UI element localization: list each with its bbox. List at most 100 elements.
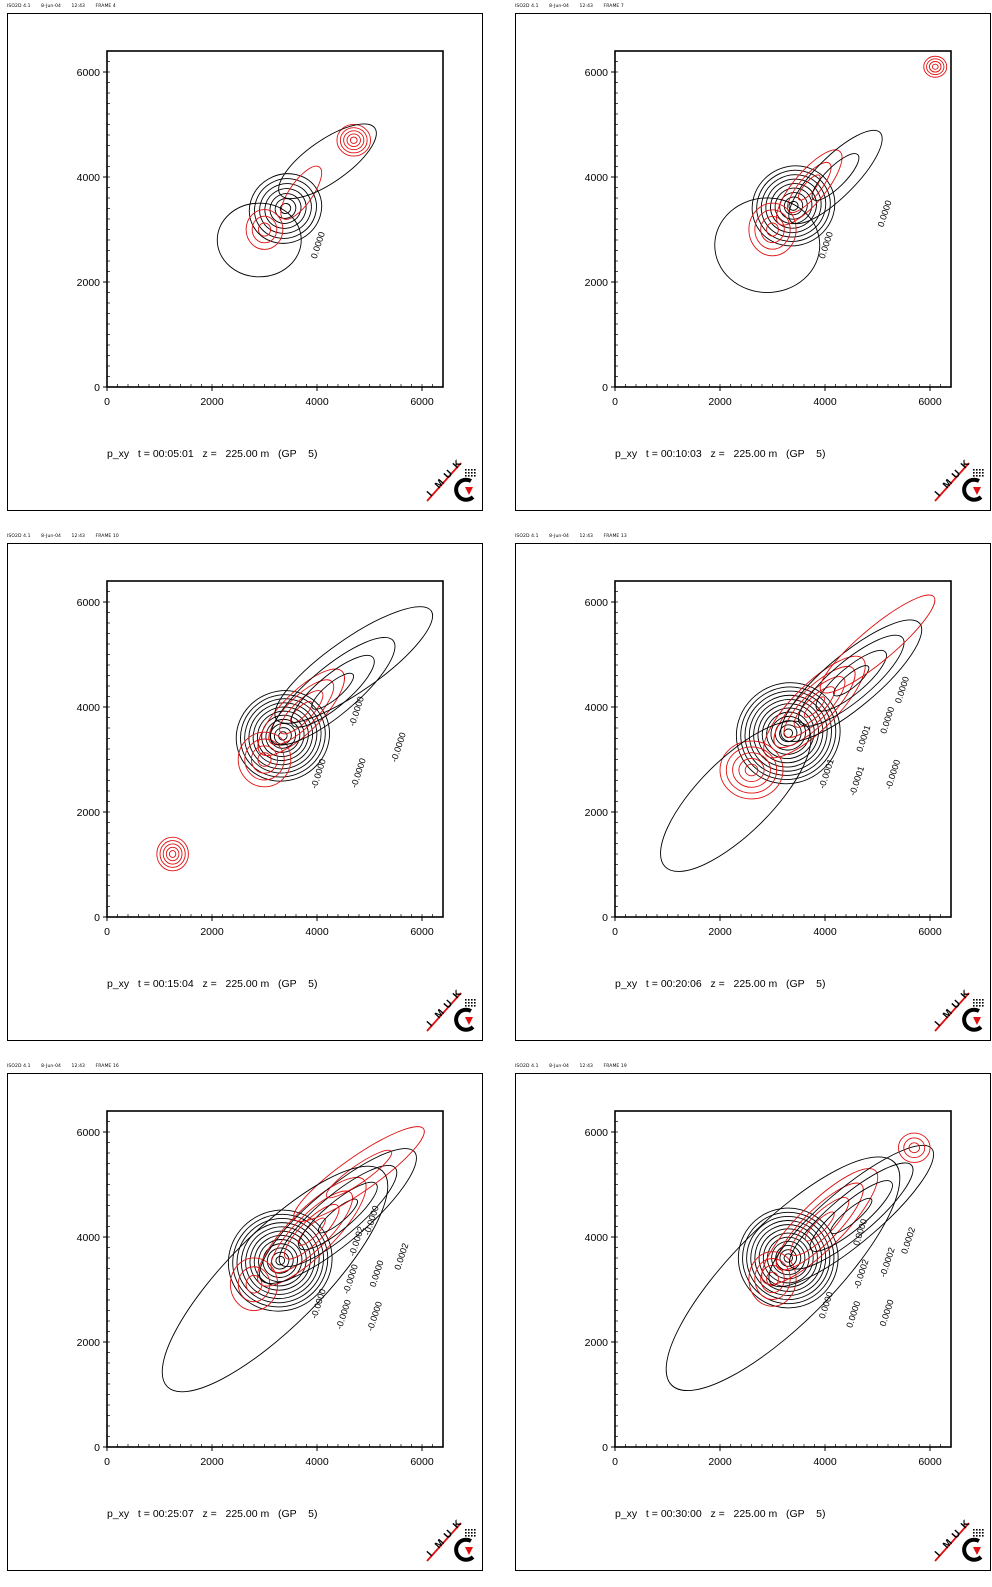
logo-letter: U (950, 468, 963, 481)
logo-dot (471, 475, 473, 477)
logo-dot (976, 469, 978, 471)
y-tick-label: 2000 (585, 277, 609, 289)
positive-contour (748, 202, 797, 257)
logo-letter: M (433, 1537, 447, 1551)
positive-contour (738, 757, 765, 783)
logo-dot (465, 1532, 467, 1534)
logo-dot (976, 1535, 978, 1537)
logo-arrow (465, 1017, 473, 1025)
negative-contour (227, 1209, 333, 1312)
logo-dot (474, 472, 476, 474)
negative-contour (809, 1180, 893, 1252)
logo-dot (468, 1535, 470, 1537)
logo-letter: U (950, 998, 963, 1011)
contour-label: -0.0000 (365, 1300, 384, 1332)
panel-frame-10: ISO2D 4.1 8-Jun-04 12:43 FRAME 10 -0.000… (7, 534, 483, 1041)
logo-letter: M (433, 477, 447, 491)
logo-dot (976, 1005, 978, 1007)
y-tick-label: 0 (602, 912, 608, 924)
logo-letter: U (442, 1528, 455, 1541)
logo-stripe (934, 992, 970, 1032)
logo-stripe (426, 992, 462, 1032)
contour-plot: 0.0000 0.0000 0.0000-0.0002 -0.00020.00020.… (585, 1110, 952, 1468)
negative-contour (298, 1181, 378, 1251)
x-tick-label: 2000 (200, 926, 224, 938)
positive-contour (159, 840, 186, 868)
positive-contour (251, 215, 278, 244)
panel-caption: p_xy t = 00:30:00 z = 225.00 m (GP 5) (615, 1508, 826, 1520)
header-time: 12:43 (71, 1064, 85, 1069)
logo-dot (474, 469, 476, 471)
zero-contour (161, 1165, 389, 1393)
y-tick-label: 0 (94, 382, 100, 394)
logo-arc (454, 1007, 475, 1032)
logo-dot (982, 475, 984, 477)
logo-letter: K (451, 988, 465, 1001)
positive-contour (168, 850, 177, 858)
logo-dot (474, 1529, 476, 1531)
positive-contour (257, 668, 345, 756)
logo-letter: I (933, 1019, 943, 1029)
logo-dot (973, 475, 975, 477)
logo-dot (468, 999, 470, 1001)
contour-label: 0.0001 (854, 724, 872, 753)
y-tick-label: 0 (602, 382, 608, 394)
logo-letter: I (933, 1549, 943, 1559)
contour-label: 0.0000 (817, 1291, 835, 1320)
positive-contour (325, 1149, 393, 1199)
positive-contour (776, 149, 843, 226)
negative-contour (245, 1226, 316, 1295)
zero-contour (216, 202, 302, 278)
negative-contour (783, 1253, 793, 1263)
logo-dot (474, 1532, 476, 1534)
contour-label: -0.0000 (389, 731, 408, 763)
positive-contour (237, 1266, 271, 1303)
positive-contour (773, 665, 856, 749)
positive-contour (819, 594, 936, 694)
panel-caption: p_xy t = 00:25:07 z = 225.00 m (GP 5) (107, 1508, 318, 1520)
logo-stripe (426, 462, 462, 502)
logo-dot (973, 469, 975, 471)
y-tick-label: 6000 (77, 597, 101, 609)
logo-arrow (973, 1547, 981, 1555)
logo-dot (973, 1005, 975, 1007)
x-tick-label: 2000 (708, 926, 732, 938)
negative-contour (830, 1197, 873, 1235)
y-tick-label: 6000 (585, 1127, 609, 1139)
logo-dot (465, 1002, 467, 1004)
logo-dot (976, 475, 978, 477)
panel-border (7, 13, 483, 511)
negative-contour (783, 196, 804, 216)
header-date: 8-Jun-04 (41, 4, 61, 9)
x-tick-label: 6000 (410, 1456, 434, 1468)
positive-contour (245, 209, 284, 250)
logo-dot (976, 1529, 978, 1531)
logo-dot (465, 475, 467, 477)
positive-contour (284, 1204, 340, 1260)
panel-header: ISO2D 4.1 8-Jun-04 12:43 FRAME 16 (7, 1064, 128, 1069)
negative-contour (269, 193, 302, 224)
positive-contour (346, 133, 361, 147)
header-date: 8-Jun-04 (41, 1064, 61, 1069)
negative-contour (266, 1247, 294, 1274)
logo-dot (973, 1532, 975, 1534)
logo-dot (979, 1532, 981, 1534)
logo-dot (973, 999, 975, 1001)
panel-frame-16: ISO2D 4.1 8-Jun-04 12:43 FRAME 16 -0.000… (7, 1064, 483, 1571)
x-tick-label: 6000 (410, 926, 434, 938)
negative-contour (751, 165, 836, 247)
contour-group (161, 1126, 425, 1393)
logo-letter: K (451, 458, 465, 471)
positive-contour (256, 1176, 367, 1287)
header-date: 8-Jun-04 (549, 534, 569, 539)
logo-dot (465, 472, 467, 474)
panel-header: ISO2D 4.1 8-Jun-04 12:43 FRAME 19 (515, 1064, 636, 1069)
logo-stripe (934, 462, 970, 502)
header-frame: FRAME 19 (603, 1064, 627, 1069)
contour-label: 0.0000 (876, 199, 894, 228)
negative-contour (270, 637, 396, 746)
zero-contour (660, 720, 812, 872)
contour-plot: -0.0000 -0.0000 -0.0000 -0.0000 0 2000 4000 600… (77, 580, 444, 938)
